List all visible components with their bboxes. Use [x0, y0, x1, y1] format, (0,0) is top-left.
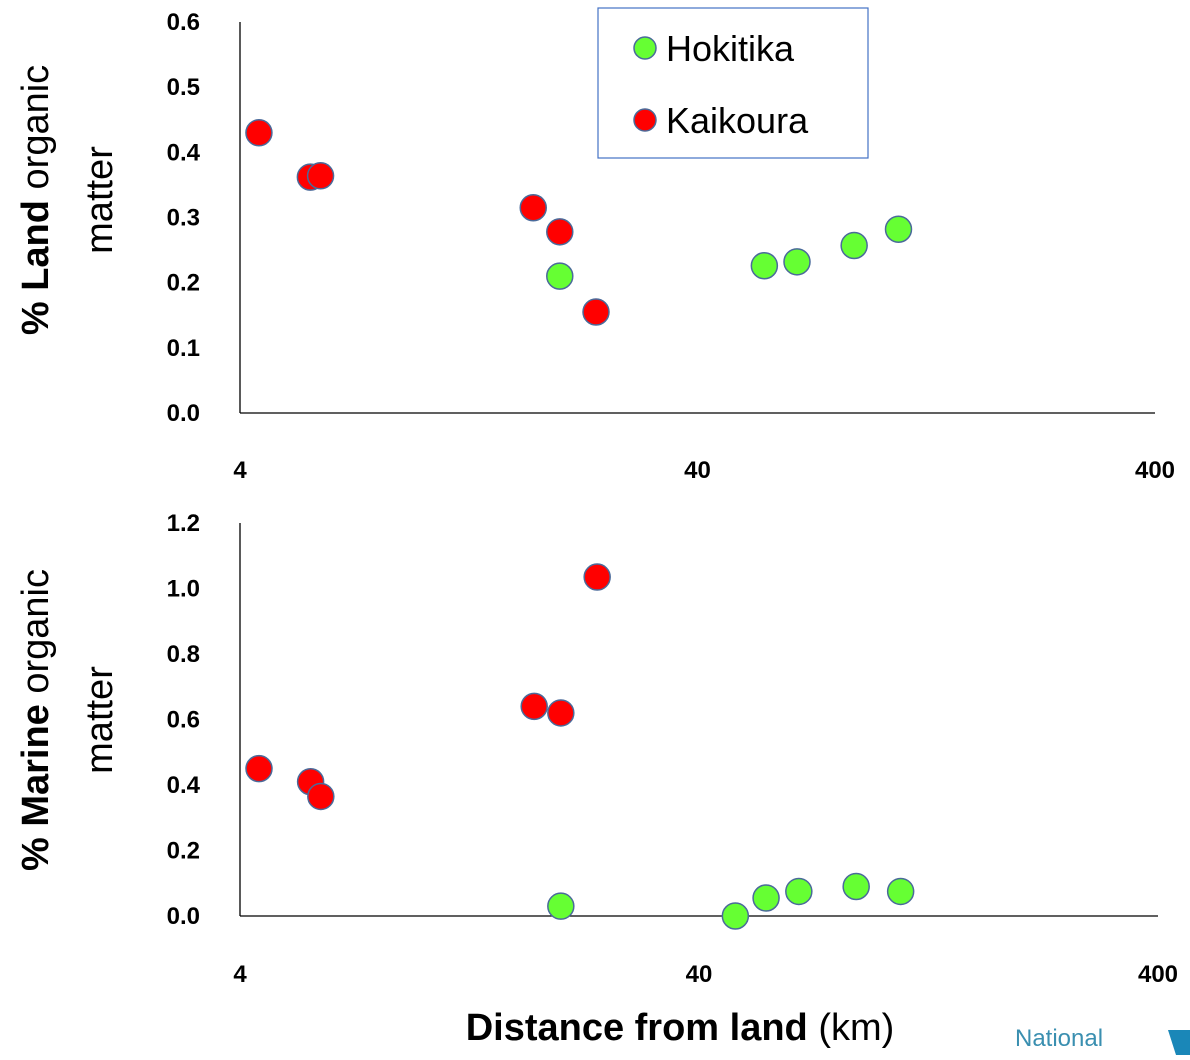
- y-tick-label: 0.6: [167, 707, 200, 734]
- data-point-hokitika: [547, 892, 575, 920]
- data-point-hokitika: [750, 251, 779, 280]
- y-axis-label: % Marine organic: [15, 569, 57, 871]
- series-kaikoura: [245, 563, 611, 811]
- legend-label-hokitika: Hokitika: [666, 28, 795, 69]
- data-point-kaikoura: [546, 218, 574, 246]
- x-axis-title-rest: (km): [808, 1007, 895, 1049]
- data-point-kaikoura: [307, 782, 335, 811]
- data-point-kaikoura: [519, 193, 547, 222]
- data-point-hokitika: [752, 884, 780, 912]
- y-tick-label: 0.6: [167, 9, 200, 36]
- chart-panel-1: 0.0 0.1 0.2 0.3 0.4 0.5 0.6 4 40 400 % Land organi…: [15, 7, 1175, 484]
- y-axis-label-bold: % Marine: [15, 704, 57, 871]
- data-point-hokitika: [840, 231, 868, 260]
- data-point-hokitika: [842, 872, 870, 901]
- data-point-hokitika: [721, 902, 750, 930]
- y-axis-label-bold: % Land: [15, 200, 57, 335]
- y-tick-label: 0.8: [167, 641, 200, 668]
- data-point-kaikoura: [245, 119, 273, 147]
- y-tick-label: 1.2: [167, 510, 200, 537]
- logo-mark: [1168, 1030, 1190, 1055]
- chart-panel-2: 0.0 0.2 0.4 0.6 0.8 1.0 1.2 4 40 400 % Marine orga…: [15, 510, 1178, 1049]
- data-point-kaikoura: [520, 692, 548, 721]
- legend-label-kaikoura: Kaikoura: [666, 100, 809, 141]
- x-axis-title-bold: Distance from land: [466, 1007, 808, 1049]
- x-tick-label: 40: [684, 457, 711, 484]
- logo-text: National: [1015, 1025, 1103, 1052]
- y-axis-label-rest: organic: [15, 569, 57, 704]
- series-hokitika: [547, 872, 915, 930]
- x-tick-label: 40: [686, 961, 713, 988]
- y-tick-label: 0.4: [167, 772, 201, 799]
- legend: Hokitika Kaikoura: [597, 7, 869, 159]
- y-tick-label: 0.3: [167, 205, 200, 232]
- series-hokitika: [546, 215, 913, 290]
- y-tick-label: 1.0: [167, 576, 200, 603]
- legend-box: [597, 7, 869, 159]
- legend-marker-hokitika: [633, 36, 657, 60]
- x-tick-label: 4: [233, 457, 247, 484]
- logo: National: [1015, 1025, 1190, 1055]
- data-point-hokitika: [785, 877, 813, 906]
- y-axis-label-rest: organic: [15, 65, 57, 200]
- x-tick-label: 4: [233, 961, 247, 988]
- y-tick-label: 0.5: [167, 74, 200, 101]
- data-point-hokitika: [783, 248, 811, 276]
- legend-marker-kaikoura: [633, 108, 657, 132]
- x-tick-label: 400: [1138, 961, 1178, 988]
- data-point-hokitika: [546, 262, 574, 290]
- y-axis-label-line2: matter: [79, 666, 121, 774]
- data-point-kaikoura: [306, 162, 335, 190]
- y-tick-label: 0.0: [167, 903, 200, 930]
- y-tick-label: 0.2: [167, 270, 200, 297]
- y-axis-label: % Land organic: [15, 65, 57, 335]
- y-tick-label: 0.1: [167, 335, 200, 362]
- series-kaikoura: [245, 119, 610, 326]
- y-axis-label-line2: matter: [79, 146, 121, 254]
- y-tick-label: 0.2: [167, 838, 200, 865]
- data-point-kaikoura: [547, 699, 575, 727]
- data-point-hokitika: [884, 215, 913, 243]
- y-tick-label: 0.0: [167, 400, 200, 427]
- x-axis-title: Distance from land (km): [466, 1007, 895, 1049]
- y-tick-label: 0.4: [167, 139, 201, 166]
- data-point-kaikoura: [245, 754, 273, 783]
- data-point-kaikoura: [583, 563, 611, 591]
- x-tick-label: 400: [1135, 457, 1175, 484]
- data-point-hokitika: [886, 877, 915, 906]
- data-point-kaikoura: [582, 298, 610, 326]
